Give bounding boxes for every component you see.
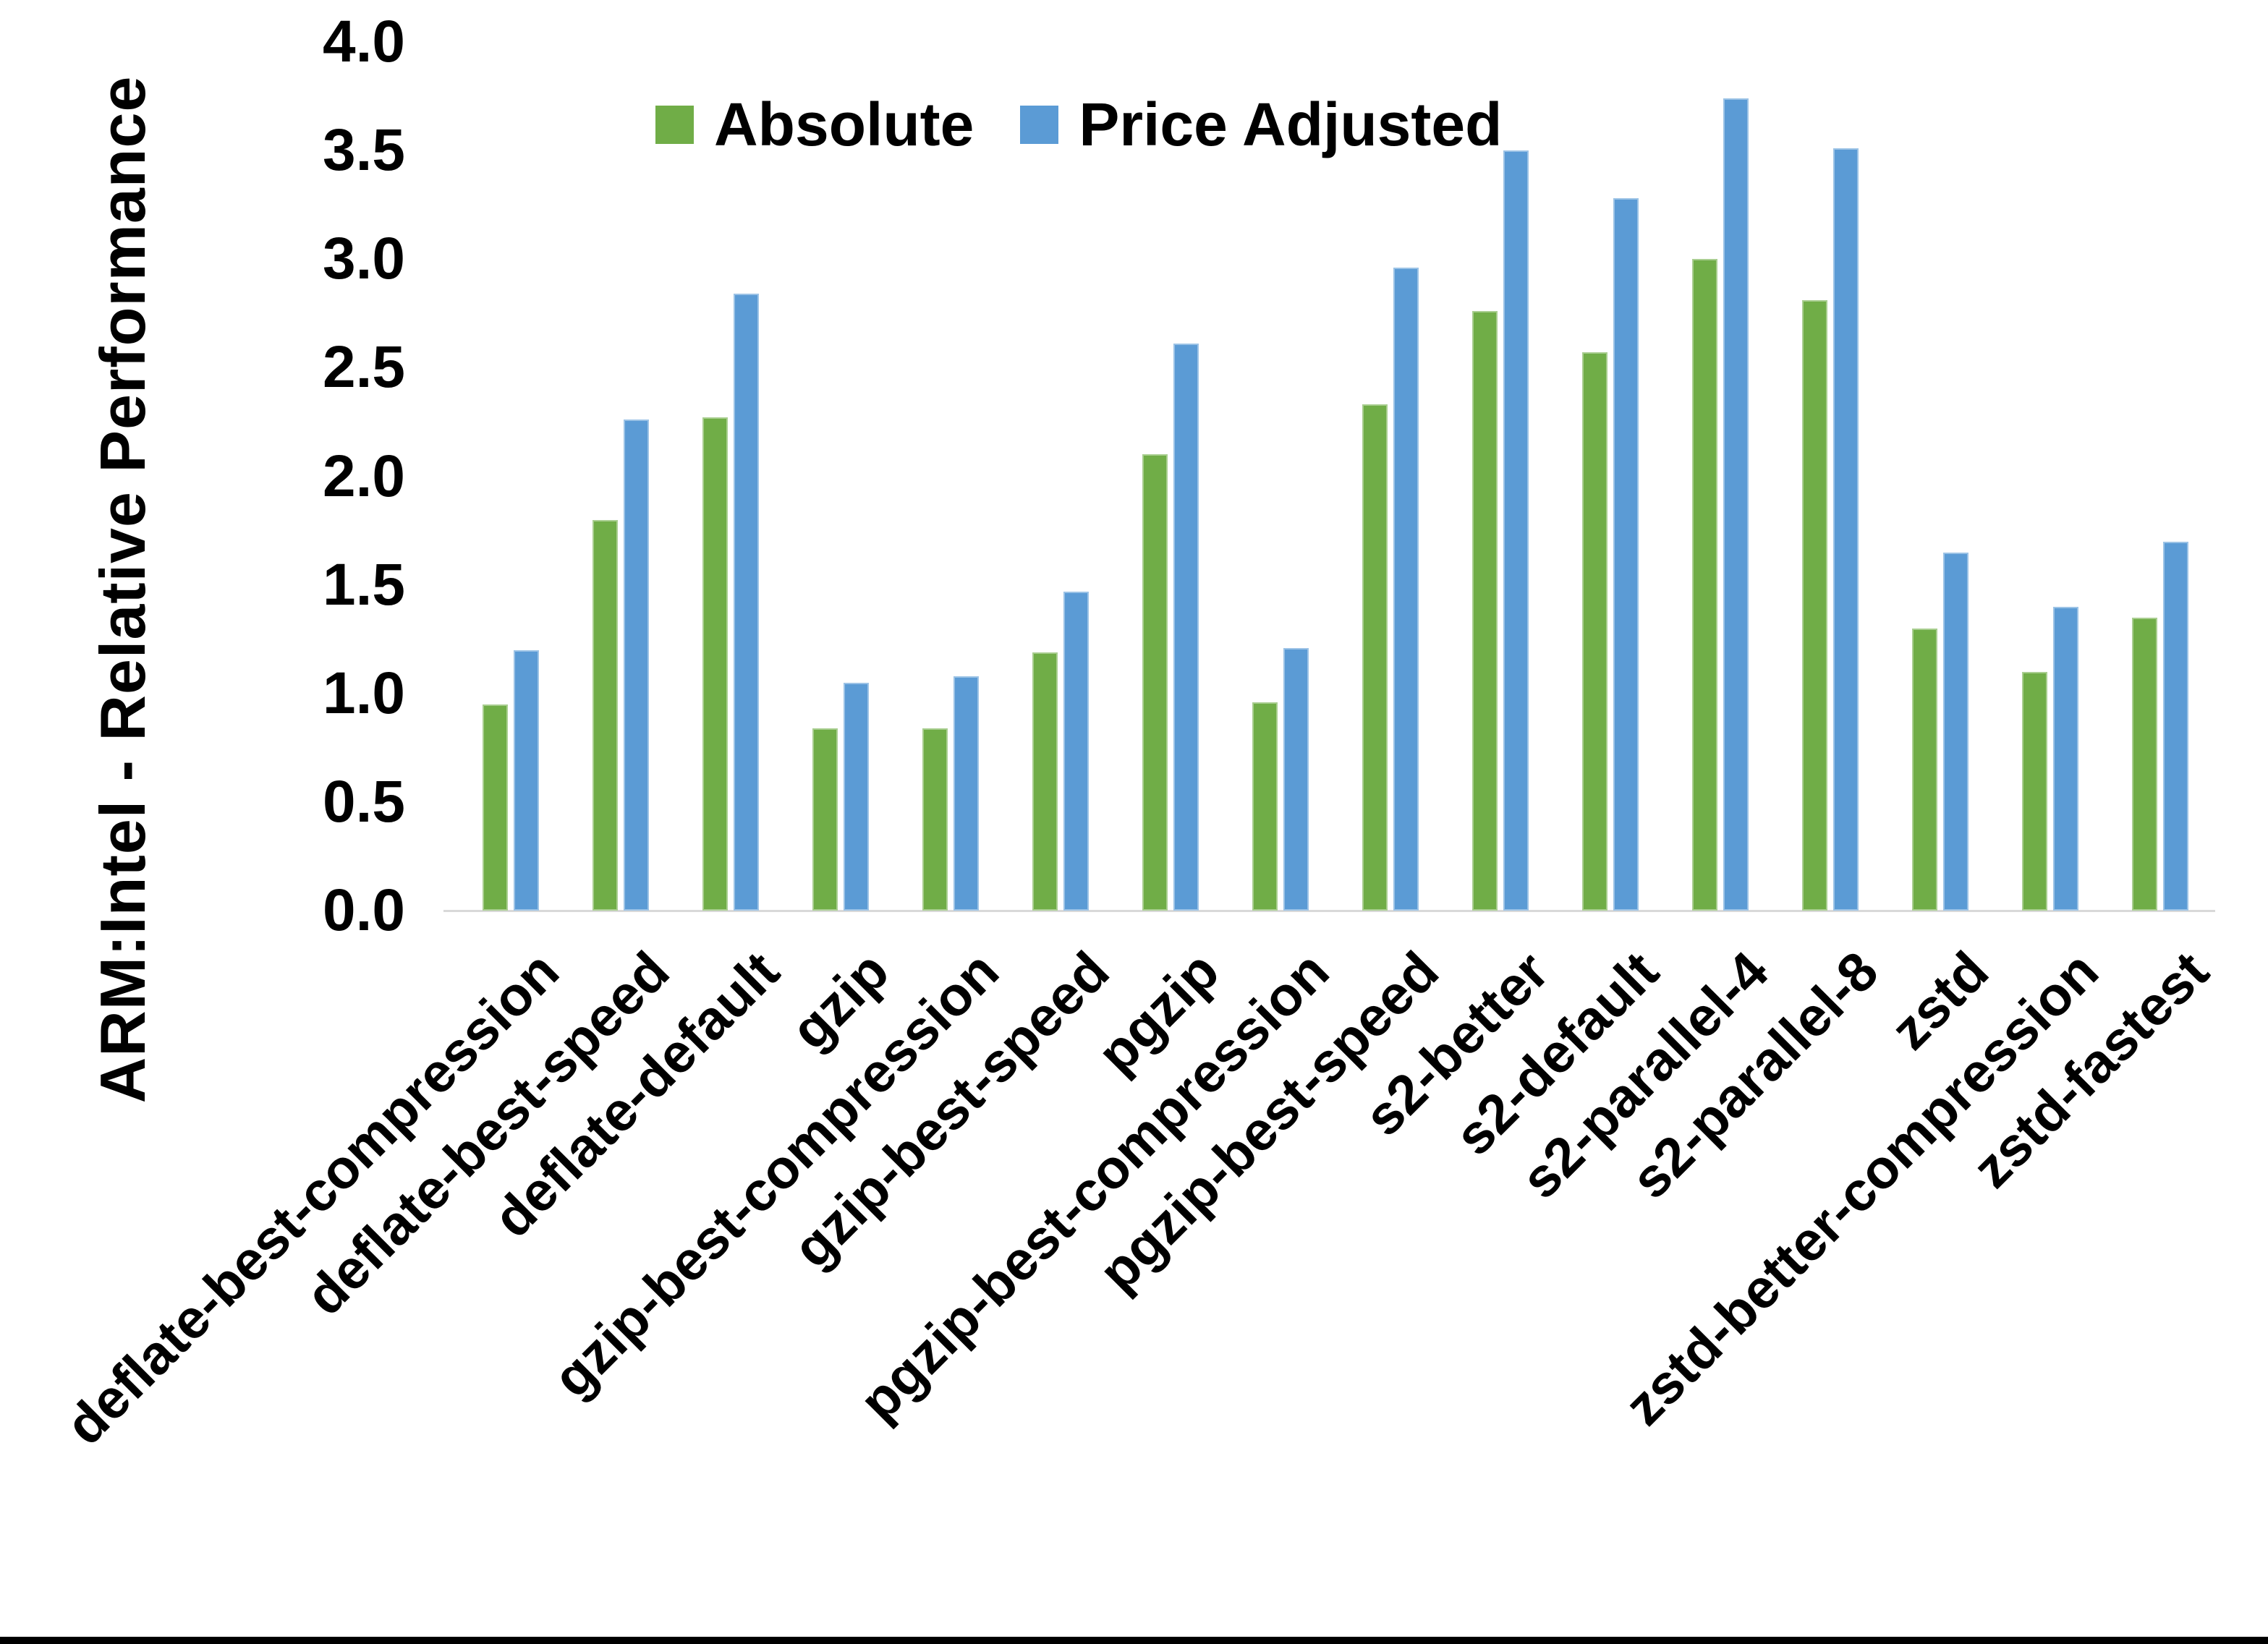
bar-absolute-zstd	[1912, 628, 1937, 911]
y-tick-label: 1.0	[323, 660, 405, 726]
bar-absolute-pgzip	[1142, 454, 1168, 911]
bar-absolute-pgzip-best-speed	[1362, 404, 1388, 911]
bar-price-adjusted-gzip-best-speed	[1063, 591, 1089, 911]
bar-absolute-s2-parallel-4	[1692, 259, 1717, 911]
bar-price-adjusted-deflate-best-speed	[624, 419, 649, 911]
y-axis-title: ARM:Intel - Relative Performance	[87, 75, 158, 1104]
bar-price-adjusted-pgzip-best-speed	[1393, 268, 1419, 911]
bar-price-adjusted-s2-parallel-4	[1723, 98, 1749, 911]
bar-price-adjusted-pgzip	[1173, 344, 1199, 911]
legend-item-price-adjusted: Price Adjusted	[1020, 94, 1502, 155]
y-tick-label: 2.5	[323, 334, 405, 401]
bar-price-adjusted-gzip	[844, 682, 869, 911]
bar-price-adjusted-gzip-best-compression	[954, 676, 979, 911]
x-axis-line	[443, 910, 2215, 912]
bar-price-adjusted-deflate-best-compression	[514, 649, 539, 911]
bar-absolute-s2-default	[1582, 352, 1607, 911]
bottom-border	[0, 1637, 2268, 1644]
bar-absolute-s2-parallel-8	[1802, 300, 1827, 911]
y-tick-label: 0.5	[323, 768, 405, 835]
legend-label-absolute: Absolute	[714, 90, 974, 158]
bar-price-adjusted-s2-parallel-8	[1833, 148, 1859, 911]
bar-price-adjusted-pgzip-best-compression	[1283, 647, 1309, 911]
bar-absolute-deflate-default	[702, 417, 728, 911]
y-tick-label: 2.0	[323, 443, 405, 509]
bar-absolute-deflate-best-compression	[483, 704, 508, 911]
bar-price-adjusted-zstd-better-compression	[2053, 606, 2078, 911]
legend-swatch-price-adjusted-icon	[1020, 105, 1059, 144]
bar-absolute-gzip-best-compression	[922, 728, 948, 911]
bar-absolute-pgzip-best-compression	[1252, 702, 1278, 911]
bar-price-adjusted-s2-default	[1613, 198, 1639, 911]
bar-price-adjusted-deflate-default	[734, 294, 759, 911]
bar-absolute-gzip	[812, 728, 838, 911]
bar-price-adjusted-s2-better	[1503, 150, 1529, 911]
bar-absolute-zstd-fastest	[2132, 617, 2157, 911]
bar-price-adjusted-zstd-fastest	[2163, 541, 2188, 911]
legend-item-absolute: Absolute	[655, 94, 974, 155]
y-tick-label: 0.0	[323, 877, 405, 943]
y-tick-label: 4.0	[323, 9, 405, 74]
y-tick-label: 3.5	[323, 117, 405, 184]
y-tick-label: 1.5	[323, 551, 405, 618]
bar-absolute-zstd-better-compression	[2022, 671, 2047, 911]
bar-absolute-deflate-best-speed	[593, 519, 618, 911]
bar-absolute-gzip-best-speed	[1032, 652, 1058, 911]
legend-swatch-absolute-icon	[655, 105, 694, 144]
legend: Absolute Price Adjusted	[655, 94, 1502, 155]
legend-label-price-adjusted: Price Adjusted	[1079, 90, 1503, 158]
bar-price-adjusted-zstd	[1943, 552, 1968, 911]
bar-absolute-s2-better	[1472, 311, 1498, 911]
y-tick-label: 3.0	[323, 226, 405, 292]
